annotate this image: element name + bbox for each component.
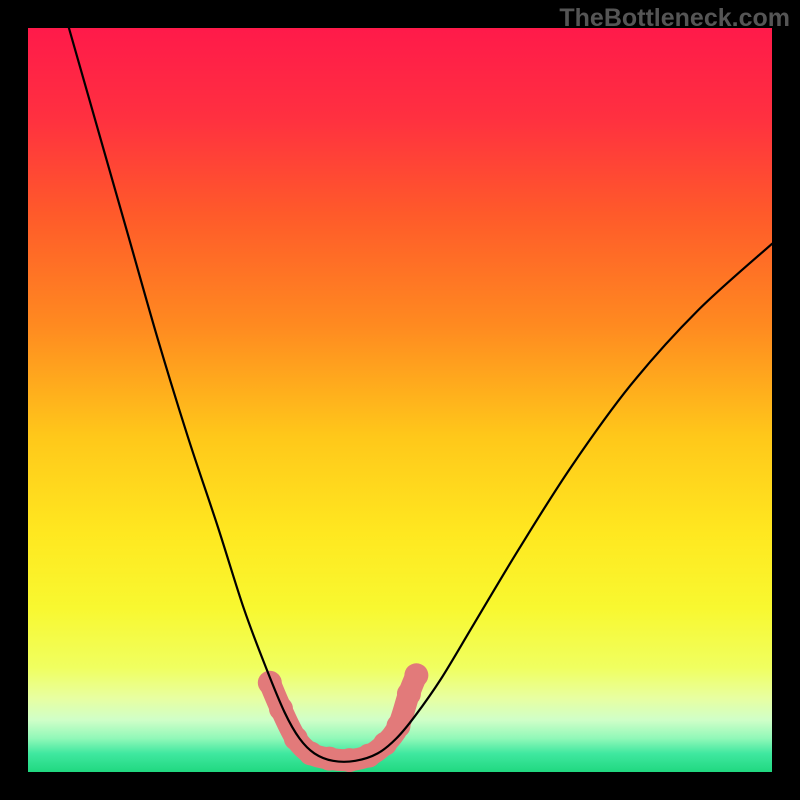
watermark-text: TheBottleneck.com xyxy=(559,4,790,33)
plot-svg xyxy=(28,28,772,772)
data-marker xyxy=(404,663,428,687)
data-marker xyxy=(269,697,293,721)
chart-container: TheBottleneck.com xyxy=(0,0,800,800)
plot-area xyxy=(28,28,772,772)
gradient-background xyxy=(28,28,772,772)
